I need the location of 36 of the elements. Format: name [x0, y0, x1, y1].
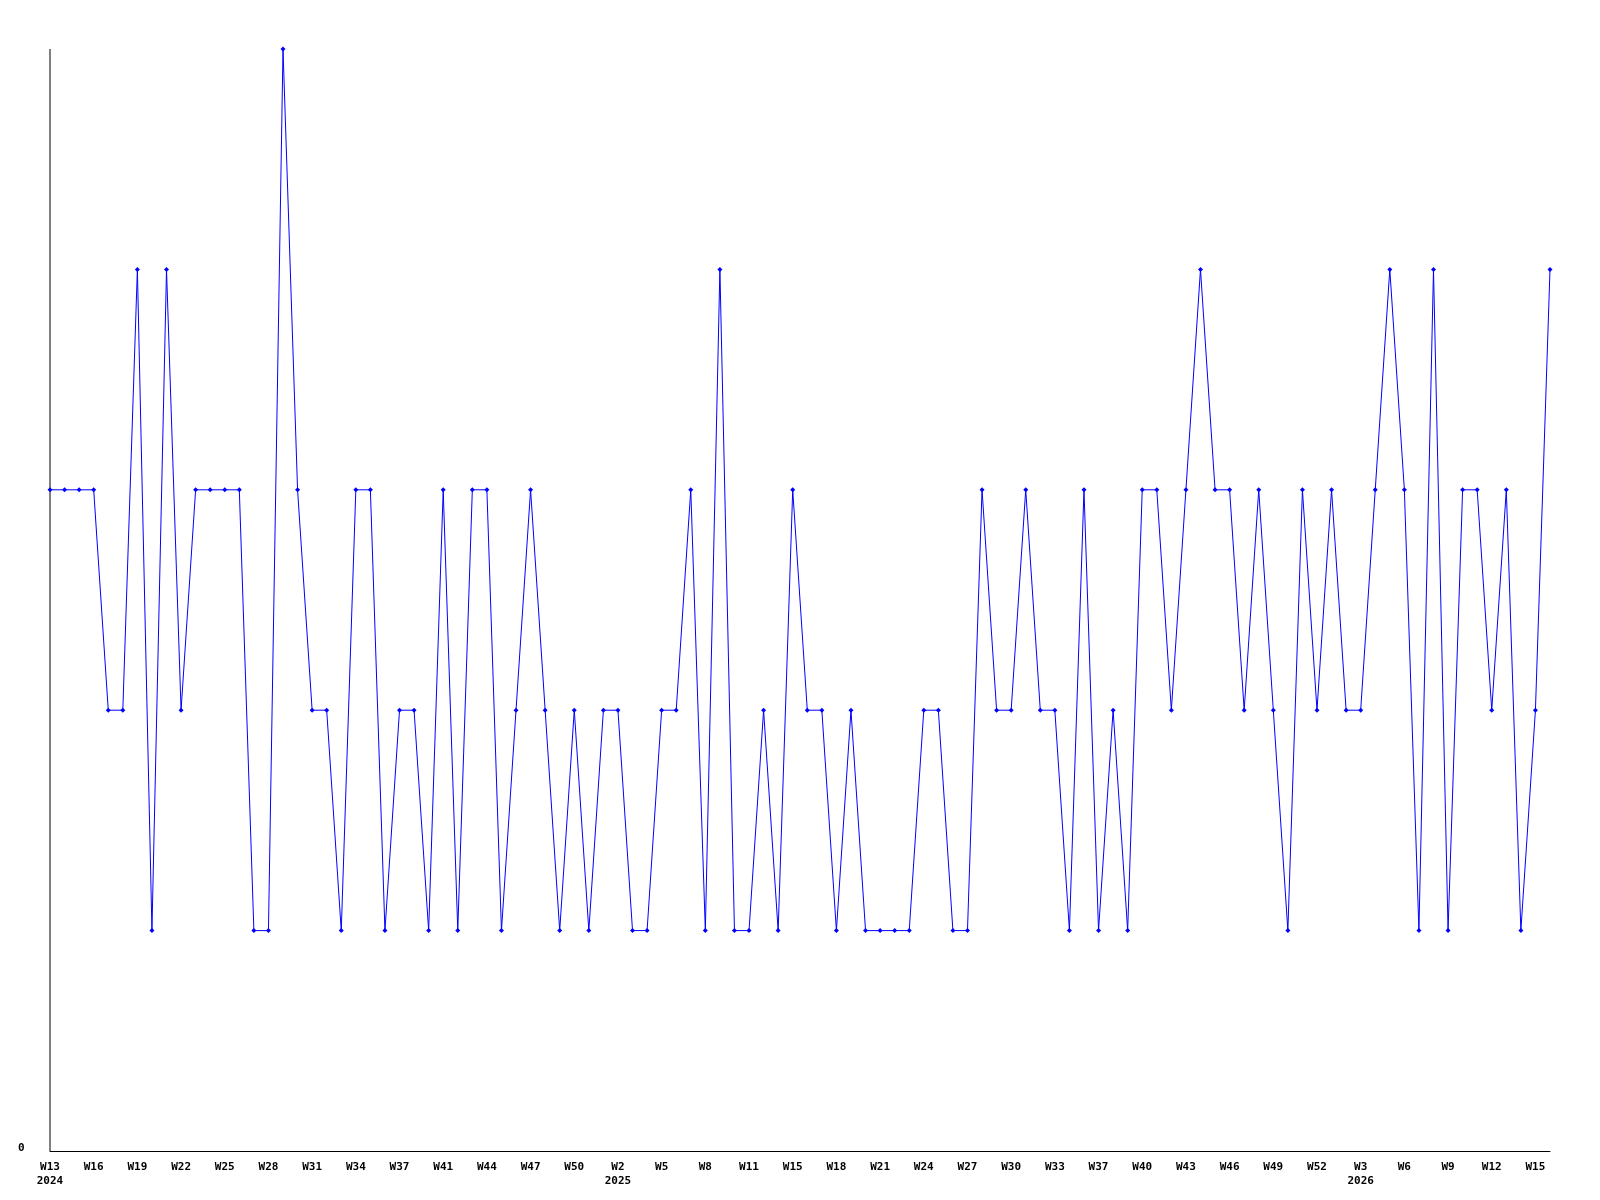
x-tick-label: W21 [870, 1159, 891, 1173]
x-tick-label: W6 [1397, 1159, 1412, 1173]
x-tick-label: W27 [957, 1159, 978, 1173]
x-tick-label: W34 [345, 1159, 367, 1173]
x-tick-label: W43 [1175, 1159, 1196, 1173]
text: 0 [18, 1141, 25, 1154]
x-tick-label: W41 [433, 1159, 454, 1173]
x-tick-label: W49 [1263, 1159, 1284, 1173]
x-tick-label: W25 [214, 1159, 235, 1173]
x-tick-label: W9 [1441, 1159, 1455, 1173]
x-tick-label: W5 [655, 1159, 669, 1173]
x-tick-label: W31 [302, 1159, 323, 1173]
x-tick-label: W3 2026 [1347, 1159, 1375, 1187]
x-tick-label: W12 [1481, 1159, 1502, 1173]
x-tick-label: W52 [1307, 1159, 1327, 1173]
x-tick-label: W18 [826, 1159, 847, 1173]
x-tick-label: W22 [171, 1159, 192, 1173]
x-tick-label: W47 [520, 1159, 541, 1173]
x-tick-label: W8 [698, 1159, 712, 1173]
x-tick-label: W44 [476, 1159, 498, 1173]
x-tick-label: W40 [1132, 1159, 1153, 1173]
x-tick-label: W11 [739, 1159, 760, 1173]
x-tick-label: W16 [83, 1159, 104, 1173]
x-tick-label: W46 [1219, 1159, 1240, 1173]
x-tick-label: W37 [1088, 1159, 1109, 1173]
x-tick-label: W15 [1525, 1159, 1546, 1173]
x-tick-label: W30 [1001, 1159, 1022, 1173]
x-tick-label: W2 2025 [604, 1159, 632, 1187]
x-tick-label: W37 [389, 1159, 410, 1173]
x-tick-label: W24 [913, 1159, 935, 1173]
x-tick-label: W13 2024 [36, 1159, 64, 1187]
x-tick-label: W15 [782, 1159, 803, 1173]
x-tick-label: W50 [564, 1159, 585, 1173]
x-tick-label: W28 [258, 1159, 279, 1173]
x-tick-label: W33 [1044, 1159, 1065, 1173]
x-tick-label: W19 [127, 1159, 148, 1173]
